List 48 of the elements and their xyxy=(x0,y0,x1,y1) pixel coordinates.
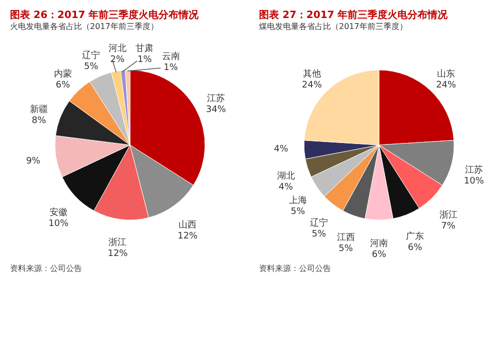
slice-label: 新疆 xyxy=(30,104,48,115)
text: 资料来源：公司公告 xyxy=(259,264,331,273)
slice-label: 江西 xyxy=(336,232,355,244)
data-label: 24% xyxy=(302,80,322,91)
slice-label: 河北 xyxy=(108,42,126,54)
data-label: 4% xyxy=(278,182,294,192)
slice-label: 安徽 xyxy=(50,207,68,218)
data-label: 6% xyxy=(56,80,70,91)
data-label: 5% xyxy=(312,229,327,240)
slice-label: 山东 xyxy=(437,68,456,80)
data-label: 5% xyxy=(290,207,306,218)
data-label: 9% xyxy=(26,156,41,166)
data-label: 6% xyxy=(372,250,387,260)
slice-label: 广东 xyxy=(406,231,424,242)
data-label: 8% xyxy=(32,116,46,126)
slice-label: 江苏 xyxy=(464,164,483,176)
slice-label: 山西 xyxy=(178,219,197,230)
data-label: 2% xyxy=(110,54,125,65)
slice-label: 云南 xyxy=(162,50,180,62)
slice-label: 辽宁 xyxy=(82,50,100,62)
text: 资料来源：公司公告 xyxy=(10,264,82,273)
slice-label: 湖北 xyxy=(276,170,295,182)
data-label: 10% xyxy=(48,219,70,230)
data-label: 1% xyxy=(138,55,152,66)
data-label: 12% xyxy=(108,249,128,260)
data-label: 34% xyxy=(206,104,226,115)
data-label: 1% xyxy=(164,62,178,73)
data-label: 7% xyxy=(441,221,456,232)
data-label: 24% xyxy=(436,80,457,91)
slice-label: 浙江 xyxy=(439,209,458,220)
slice-label: 甘肃 xyxy=(136,43,154,54)
slice-label: 河南 xyxy=(370,238,388,249)
data-label: 10% xyxy=(464,176,484,186)
slice-label: 内蒙 xyxy=(54,68,72,80)
slice-label: 江苏 xyxy=(206,92,225,104)
chart-subtitle: 火电发电量各省占比（2017年前三季度） xyxy=(10,22,158,31)
data-label: 5% xyxy=(338,244,354,254)
slice-label: 上海 xyxy=(288,195,307,206)
data-label: 6% xyxy=(408,243,423,254)
data-label: 12% xyxy=(178,231,198,242)
data-label: 5% xyxy=(84,62,99,72)
data-label: 4% xyxy=(274,144,289,154)
chart-title: 图表 27：2017 年前三季度火电分布情况 xyxy=(259,9,449,21)
slice-label: 辽宁 xyxy=(310,217,328,228)
chart-subtitle: 煤电发电量各省占比（2017年前三季度） xyxy=(259,22,408,31)
slice-label: 其他 xyxy=(302,68,321,80)
slice-label: 浙江 xyxy=(108,237,127,248)
chart-title: 图表 26：2017 年前三季度火电分布情况 xyxy=(10,9,200,21)
